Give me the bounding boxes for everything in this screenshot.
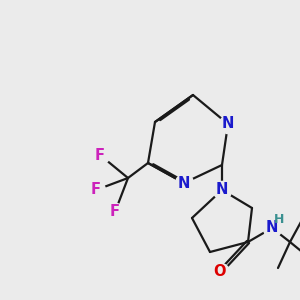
- Text: H: H: [274, 213, 285, 226]
- Text: F: F: [91, 182, 101, 197]
- Text: O: O: [214, 265, 226, 280]
- Text: N: N: [222, 116, 234, 131]
- Text: F: F: [95, 148, 105, 163]
- Text: N: N: [266, 220, 278, 236]
- Text: N: N: [178, 176, 190, 190]
- Text: N: N: [216, 182, 228, 197]
- Text: F: F: [110, 205, 120, 220]
